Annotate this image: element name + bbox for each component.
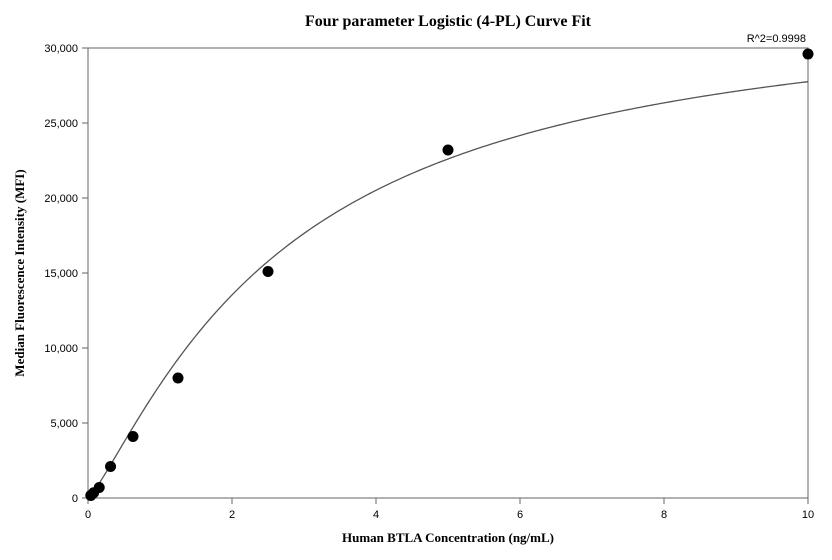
y-tick-label: 20,000 (44, 193, 78, 205)
chart-container: Four parameter Logistic (4-PL) Curve Fit… (0, 0, 832, 560)
y-tick-label: 30,000 (44, 43, 78, 55)
data-point (128, 431, 139, 442)
y-tick-label: 25,000 (44, 118, 78, 130)
x-tick-label: 6 (517, 509, 523, 521)
y-tick-label: 5,000 (50, 418, 78, 430)
data-point (173, 373, 184, 384)
x-tick-label: 4 (373, 509, 379, 521)
x-tick-label: 10 (802, 509, 814, 521)
data-point (94, 482, 105, 493)
chart-background (0, 0, 832, 560)
y-tick-label: 10,000 (44, 343, 78, 355)
data-point (263, 266, 274, 277)
x-tick-label: 2 (229, 509, 235, 521)
data-point (803, 49, 814, 60)
r-squared-annotation: R^2=0.9998 (747, 33, 806, 45)
x-tick-label: 0 (85, 509, 91, 521)
data-point (443, 145, 454, 156)
y-tick-label: 15,000 (44, 268, 78, 280)
y-tick-label: 0 (72, 493, 78, 505)
data-point (105, 461, 116, 472)
y-axis-label: Median Fluorescence Intensity (MFI) (12, 169, 27, 376)
chart-svg: Four parameter Logistic (4-PL) Curve Fit… (0, 0, 832, 560)
x-axis-label: Human BTLA Concentration (ng/mL) (342, 530, 554, 545)
x-tick-label: 8 (661, 509, 667, 521)
chart-title: Four parameter Logistic (4-PL) Curve Fit (305, 13, 592, 30)
